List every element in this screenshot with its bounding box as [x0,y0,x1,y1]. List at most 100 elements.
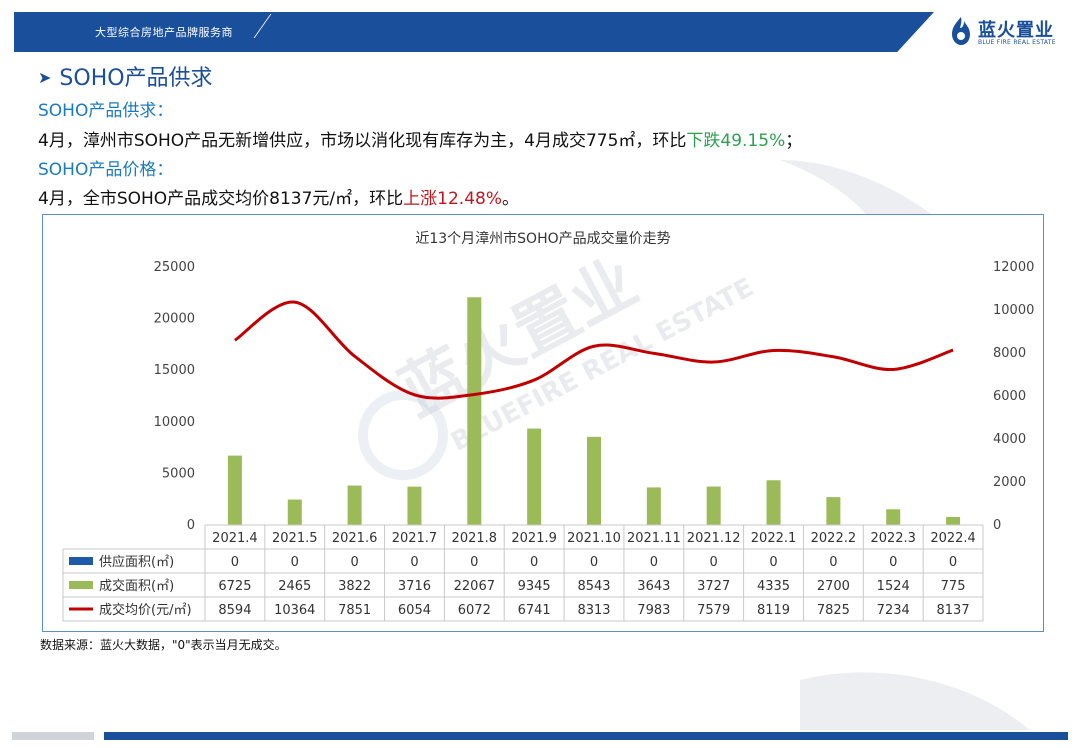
table-cell-value: 0 [530,555,538,570]
category-label: 2021.10 [567,531,621,546]
sales-area-bar [766,480,781,525]
table-cell-value: 3643 [637,579,670,594]
table-cell-value: 8119 [757,603,790,618]
left-axis-tick: 5000 [162,466,195,481]
sales-area-bar [527,428,542,525]
chart-container: 蓝火置业 BLUEFIRE REAL ESTATE 近13个月漳州市SOHO产品… [42,214,1044,632]
table-cell-value: 7825 [817,603,850,618]
table-cell-value: 7579 [697,603,730,618]
source-note: 数据来源：蓝火大数据，"0"表示当月无成交。 [40,638,287,652]
table-cell-value: 2465 [278,579,311,594]
sales-area-bar [407,486,422,525]
category-label: 2021.8 [452,531,498,546]
table-cell-value: 0 [590,555,598,570]
legend-key [69,557,93,565]
category-label: 2021.4 [212,531,258,546]
category-label: 2022.2 [811,531,857,546]
right-axis-tick: 4000 [993,432,1026,447]
table-cell-value: 6072 [458,603,491,618]
table-cell-value: 0 [291,555,299,570]
right-axis-tick: 0 [993,518,1001,533]
sales-area-bar [706,486,721,525]
table-cell-value: 10364 [274,603,315,618]
table-cell-value: 3822 [338,579,371,594]
sales-area-bar [467,297,482,525]
table-cell-value: 0 [650,555,658,570]
table-cell-value: 4335 [757,579,790,594]
price-text: 4月，全市SOHO产品成交均价8137元/㎡，环比上涨12.48%。 [38,189,519,209]
sales-area-bar [826,497,841,525]
category-label: 2021.7 [392,531,438,546]
footer-bar-blue [104,732,1068,740]
table-cell-value: 2700 [817,579,850,594]
table-cell-value: 8594 [218,603,251,618]
sales-area-bar [287,499,302,525]
decline-highlight: 下跌49.15% [686,131,786,151]
table-cell-value: 3716 [398,579,431,594]
table-cell-value: 7983 [637,603,670,618]
category-label: 2021.11 [627,531,681,546]
brand-logo: 蓝火置业 BLUE FIRE REAL ESTATE [948,14,1068,50]
table-cell-value: 0 [829,555,837,570]
table-cell-value: 8137 [937,603,970,618]
header-tagline: 大型综合房地产品牌服务商 [95,26,233,39]
left-axis-tick: 0 [187,518,195,533]
left-axis-tick: 15000 [154,363,195,378]
bullet-arrow-icon: ➤ [38,68,52,87]
legend-label: 成交均价(元/㎡) [99,602,192,618]
right-axis-tick: 10000 [993,303,1034,318]
volume-price-chart: 蓝火置业 BLUEFIRE REAL ESTATE 近13个月漳州市SOHO产品… [62,230,1034,622]
right-axis-tick: 12000 [993,260,1034,275]
price-series-line [234,300,954,400]
right-axis-tick: 2000 [993,475,1026,490]
table-cell-value: 0 [769,555,777,570]
table-cell-value: 6741 [518,603,551,618]
sales-area-bar [347,485,362,525]
table-cell-value: 0 [710,555,718,570]
table-cell-value: 8313 [577,603,610,618]
table-cell-value: 3727 [697,579,730,594]
legend-key [69,581,93,589]
category-label: 2021.12 [687,531,741,546]
table-cell-value: 7851 [338,603,371,618]
category-label: 2022.1 [751,531,797,546]
category-label: 2021.9 [511,531,557,546]
table-cell-value: 6725 [218,579,251,594]
left-axis-tick: 25000 [154,260,195,275]
chart-title: 近13个月漳州市SOHO产品成交量价走势 [415,230,670,247]
price-heading: SOHO产品价格： [38,160,174,180]
flame-logo-icon [952,17,970,45]
table-cell-value: 7234 [877,603,910,618]
category-label: 2022.3 [870,531,916,546]
table-cell-value: 775 [941,579,966,594]
supply-demand-text: 4月，漳州市SOHO产品无新增供应，市场以消化现有库存为主，4月成交775㎡，环… [38,131,803,151]
category-label: 2021.5 [272,531,318,546]
table-cell-value: 1524 [877,579,910,594]
table-cell-value: 8543 [577,579,610,594]
supply-demand-heading: SOHO产品供求： [38,101,174,121]
category-label: 2021.6 [332,531,378,546]
table-cell-value: 0 [231,555,239,570]
logo-en-text: BLUE FIRE REAL ESTATE [978,39,1056,46]
left-axis-tick: 20000 [154,312,195,327]
table-cell-value: 0 [470,555,478,570]
table-cell-value: 22067 [454,579,495,594]
table-cell-value: 0 [410,555,418,570]
watermark-flame-icon [358,390,448,480]
legend-label: 成交面积(㎡) [99,578,174,594]
table-cell-value: 6054 [398,603,431,618]
sales-area-bar [227,455,242,525]
sales-area-bar [646,487,661,525]
table-cell-value: 0 [889,555,897,570]
sales-area-bar [587,436,601,525]
category-label: 2022.4 [930,531,976,546]
table-cell-value: 9345 [518,579,551,594]
sales-area-bar [946,517,961,525]
legend-label: 供应面积(㎡) [99,554,174,570]
right-axis-tick: 8000 [993,346,1026,361]
header-bar [14,12,934,52]
logo-cn-text: 蓝火置业 [978,20,1054,41]
section-title: ➤ SOHO产品供求 [38,66,213,91]
table-cell-value: 0 [350,555,358,570]
footer-bar-gray [12,732,94,740]
